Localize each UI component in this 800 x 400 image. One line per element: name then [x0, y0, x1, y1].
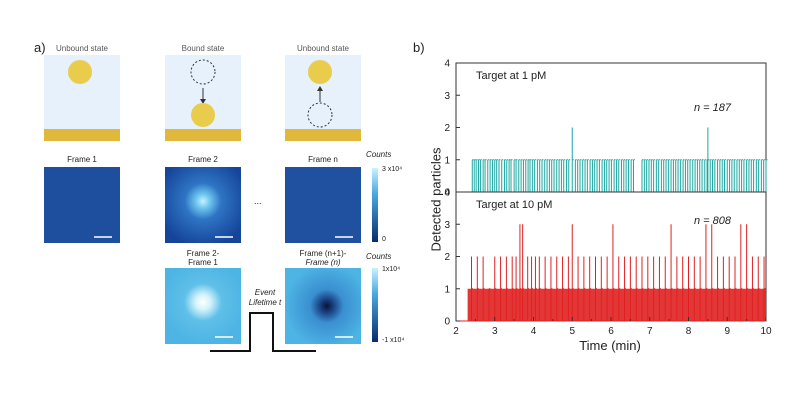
chart-axes: 2 3 4 5 6 7 8 9 10 [453, 317, 772, 337]
x-tick-label: 4 [531, 326, 537, 337]
x-axis-label: Time (min) [579, 338, 641, 353]
plot-top: 0 1 2 3 4 Target at 1 pM n = 187 [444, 59, 768, 199]
state-schematics [44, 55, 361, 141]
x-tick-label: 5 [569, 326, 575, 337]
event-pulse-line [210, 312, 316, 352]
frame-n-image [285, 167, 361, 243]
series-n-label-bottom: n = 808 [694, 215, 732, 227]
arrow-up-head-icon [317, 86, 323, 91]
frame-images [44, 167, 378, 352]
colorbar-bottom-max: 1x10⁴ [382, 266, 401, 273]
colorbar-top [372, 168, 378, 242]
plot-bottom: 0 1 2 3 4 Target at 10 pM n = 808 [444, 188, 767, 328]
event-label-line1: Event [254, 288, 276, 297]
diff-label-2-line2: Frame (n) [305, 258, 341, 267]
particle-3 [308, 60, 332, 84]
x-tick-label: 6 [608, 326, 614, 337]
frame-label-2: Frame 2 [188, 155, 218, 164]
x-tick-label: 10 [760, 326, 772, 337]
x-tick-label: 2 [453, 326, 459, 337]
diff-label-1-line1: Frame 2- [186, 249, 220, 258]
y-tick-label: 0 [444, 188, 450, 199]
frame-label-n: Frame n [308, 155, 338, 164]
colorbar-top-title: Counts [366, 150, 392, 159]
frame-label-1: Frame 1 [67, 155, 97, 164]
gold-substrate-1 [44, 129, 120, 141]
colorbar-bottom-title: Counts [366, 252, 392, 261]
y-axis-label: Detected particles [428, 147, 444, 252]
event-band-bottom [467, 288, 766, 321]
gold-substrate-2 [165, 129, 241, 141]
diff-frame-1-image [165, 268, 241, 344]
gold-substrate-3 [285, 129, 361, 141]
arrow-down-head-icon [200, 99, 206, 104]
y-tick-label: 0 [444, 317, 450, 328]
colorbar-bottom-min: -1 x10⁴ [382, 337, 405, 344]
x-tick-label: 9 [724, 326, 730, 337]
y-tick-label: 4 [444, 188, 450, 199]
event-label: Event Lifetime t [240, 288, 290, 308]
panel-a-label: a) [34, 40, 46, 55]
x-tick-label: 7 [647, 326, 653, 337]
diff-label-2-line1: Frame (n+1)- [299, 249, 347, 258]
series-title-top: Target at 1 pM [476, 70, 546, 82]
particle-ghost-3 [307, 102, 333, 128]
y-tick-label: 3 [444, 91, 450, 102]
colorbar-top-min: 0 [382, 236, 386, 243]
x-tick-label: 3 [492, 326, 498, 337]
frame-2-image [165, 167, 241, 243]
particle-2 [191, 103, 215, 127]
state-label-1: Unbound state [55, 44, 109, 53]
colorbar-bottom [372, 268, 378, 342]
particle-ghost-2 [190, 59, 216, 85]
panel-b-label: b) [413, 40, 425, 55]
diff-frame-2-image [285, 268, 361, 344]
y-tick-label: 1 [444, 284, 450, 295]
event-label-line2: Lifetime t [248, 298, 282, 307]
state-label-2: Bound state [181, 44, 225, 53]
frame-1-image [44, 167, 120, 243]
series-title-bottom: Target at 10 pM [476, 199, 552, 211]
diff-label-1-line2: Frame 1 [188, 258, 218, 267]
y-tick-label: 2 [444, 252, 450, 263]
series-n-label-top: n = 187 [694, 102, 732, 114]
diff-label-1: Frame 2- Frame 1 [165, 249, 241, 267]
diff-label-2: Frame (n+1)- Frame (n) [285, 249, 361, 267]
colorbar-top-max: 3 x10⁴ [382, 166, 403, 173]
x-tick-label: 8 [686, 326, 692, 337]
y-tick-label: 2 [444, 123, 450, 134]
particle-1 [68, 60, 92, 84]
y-tick-label: 3 [444, 220, 450, 231]
y-tick-label: 1 [444, 155, 450, 166]
y-tick-label: 4 [444, 59, 450, 70]
frame-ellipsis: ... [254, 196, 262, 206]
state-label-3: Unbound state [296, 44, 350, 53]
